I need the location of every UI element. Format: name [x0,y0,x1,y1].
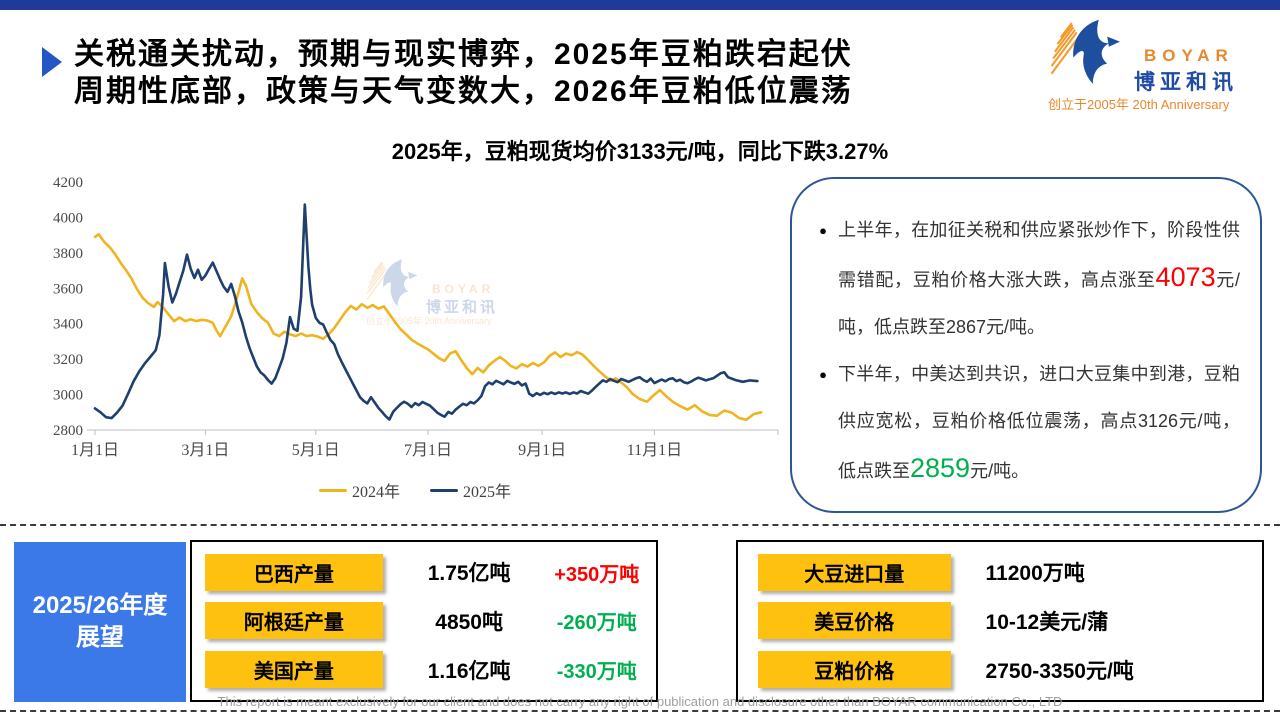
chart-legend: 2024年 2025年 [25,478,805,502]
svg-text:3200: 3200 [53,352,83,368]
outlook-year-label: 2025/26年度 展望 [14,542,186,702]
footer-disclaimer: This report is meant exclusively for our… [217,694,1063,709]
svg-text:4200: 4200 [53,175,83,191]
svg-text:9月1日: 9月1日 [518,442,566,459]
svg-text:11月1日: 11月1日 [627,442,682,459]
logo-cn-name: 博亚和讯 [1134,71,1238,94]
row-value: 2750-3350元/吨 [985,659,1134,683]
row-change: -260万吨 [556,612,637,635]
svg-text:3月1日: 3月1日 [181,442,229,459]
watermark-bird-icon [366,259,418,307]
row-value: 11200万吨 [985,562,1085,586]
analysis-bullet-1: ● 上半年，在加征关税和供应紧张炒作下，阶段性供需错配，豆粕价格大涨大跌，高点涨… [808,207,1240,351]
separator-dashed-top [0,524,1280,526]
title-arrow-icon [42,47,62,77]
row-label-badge: 美国产量 [205,651,383,689]
analysis-bullet-1-text: 上半年，在加征关税和供应紧张炒作下，阶段性供需错配，豆粕价格大涨大跌，高点涨至4… [838,220,1240,337]
top-accent-bar [0,0,1280,10]
analysis-bullet-2-text: 下半年，中美达到共识，进口大豆集中到港，豆粕供应宽松，豆粕价格低位震荡，高点31… [838,364,1240,483]
production-outlook-table: 巴西产量 1.75亿吨 +350万吨 阿根廷产量 4850吨 -260万吨 美国… [190,540,658,702]
row-value: 1.16亿吨 [427,659,511,683]
legend-label-2025: 2025年 [463,484,512,501]
row-label-badge: 阿根廷产量 [205,602,383,640]
chart-canvas: 2800 3000 3200 3400 3600 3800 4000 4200 1月1日 3月1日… [53,175,779,459]
row-label-badge: 大豆进口量 [758,553,951,591]
price-line-chart: 2800 3000 3200 3400 3600 3800 4000 4200 1月1日 3月1日… [25,166,805,470]
boyar-bird-icon [1050,19,1120,84]
row-value: 10-12美元/蒲 [985,610,1109,634]
legend-item-2024: 2024年 [318,478,400,502]
row-value: 1.75亿吨 [427,562,511,586]
page-title: 关税通关扰动，预期与现实博弈，2025年豆粕跌宕起伏 周期性底部，政策与天气变数… [74,36,994,110]
row-change: -330万吨 [556,661,637,684]
svg-text:2800: 2800 [53,423,83,439]
bullet-dot-icon: ● [819,367,827,382]
legend-label-2024: 2024年 [351,484,400,501]
svg-text:4000: 4000 [53,210,83,226]
row-value: 4850吨 [435,610,503,634]
analysis-bullet-2: ● 下半年，中美达到共识，进口大豆集中到港，豆粕供应宽松，豆粕价格低位震荡，高点… [808,351,1240,495]
watermark-cn-name: 博亚和讯 [426,299,499,316]
row-label-badge: 巴西产量 [205,553,383,591]
bullet-dot-icon: ● [819,223,827,238]
chart-watermark: BOYAR 博亚和讯 创立于2005年 20th Anniversary [366,258,541,330]
svg-text:3600: 3600 [53,281,83,297]
legend-item-2025: 2025年 [430,478,511,502]
page-title-line2: 周期性底部，政策与天气变数大，2026年豆粕低位震荡 [74,75,853,108]
legend-swatch-2025 [430,488,458,492]
table-row: 巴西产量 1.75亿吨 +350万吨 [192,553,656,591]
svg-text:3800: 3800 [53,246,83,262]
table-row: 美豆价格 10-12美元/蒲 [738,602,1262,640]
boyar-logo: BOYAR 博亚和讯 创立于2005年 20th Anniversary [1046,16,1246,112]
logo-tagline: 创立于2005年 20th Anniversary [1048,97,1230,112]
table-row: 美国产量 1.16亿吨 -330万吨 [192,651,656,689]
price-outlook-table: 大豆进口量 11200万吨 美豆价格 10-12美元/蒲 豆粕价格 2750-3… [736,540,1264,702]
legend-swatch-2024 [318,488,347,492]
chart-title: 2025年，豆粕现货均价3133元/吨，同比下跌3.27% [391,139,889,164]
outlook-year-line2: 展望 [76,624,124,651]
table-row: 豆粕价格 2750-3350元/吨 [738,651,1262,689]
row-change: +350万吨 [554,563,640,586]
watermark-tagline: 创立于2005年 20th Anniversary [366,316,492,326]
outlook-year-line1: 2025/26年度 [32,592,168,619]
page-title-line1: 关税通关扰动，预期与现实博弈，2025年豆粕跌宕起伏 [74,38,853,71]
logo-wordmark: BOYAR [1144,46,1234,65]
table-row: 大豆进口量 11200万吨 [738,553,1262,591]
svg-text:1月1日: 1月1日 [71,442,119,459]
svg-text:5月1日: 5月1日 [292,442,340,459]
separator-dashed-bottom [0,710,1280,712]
table-row: 阿根廷产量 4850吨 -260万吨 [192,602,656,640]
svg-text:7月1日: 7月1日 [404,442,452,459]
watermark-wordmark: BOYAR [432,282,495,296]
analysis-callout-box: ● 上半年，在加征关税和供应紧张炒作下，阶段性供需错配，豆粕价格大涨大跌，高点涨… [790,177,1262,513]
row-label-badge: 豆粕价格 [758,651,951,689]
row-label-badge: 美豆价格 [758,602,951,640]
svg-text:3000: 3000 [53,388,83,404]
svg-text:3400: 3400 [53,317,83,333]
